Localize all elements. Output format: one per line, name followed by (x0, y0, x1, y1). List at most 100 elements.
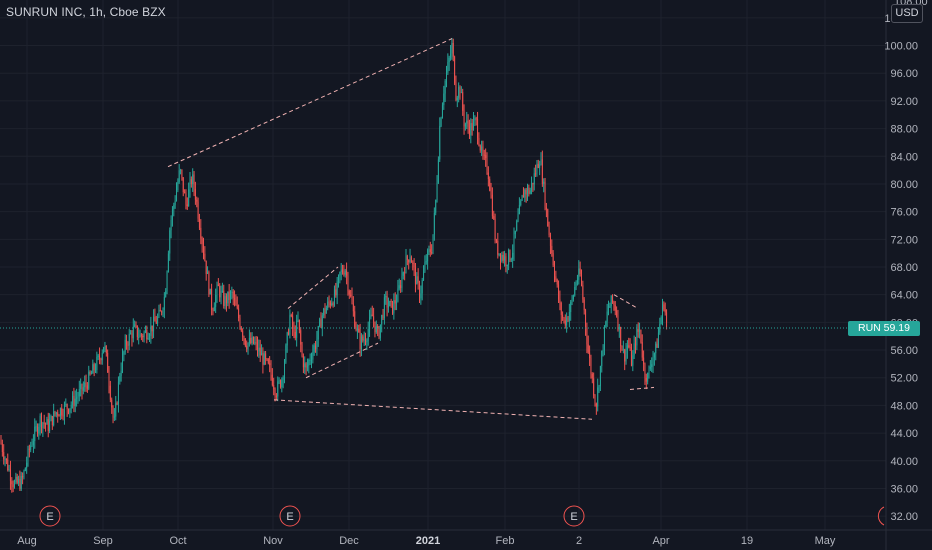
candle-body (305, 363, 307, 368)
candle-body (471, 123, 473, 130)
y-axis-tick-label: 64.00 (890, 290, 918, 302)
candle-body (387, 306, 389, 308)
candle-body (230, 292, 231, 300)
candle-body (182, 177, 184, 193)
x-axis-tick-label: Oct (169, 535, 186, 547)
candle-body (57, 412, 59, 416)
candle-body (31, 445, 33, 447)
currency-button[interactable]: USD (891, 4, 923, 23)
candle-body (513, 234, 515, 253)
candle-body (587, 344, 589, 353)
candle-body (478, 137, 480, 146)
candle-body (521, 195, 523, 201)
candle-body (105, 346, 107, 353)
candle-body (378, 327, 380, 338)
candle-body (34, 426, 36, 442)
candle-body (139, 334, 141, 338)
candle-body (477, 119, 479, 138)
earnings-marker-partial (877, 506, 885, 526)
candle-body (562, 314, 564, 318)
candle-body (319, 319, 321, 327)
candle-body (205, 260, 207, 274)
trendline-3[interactable] (287, 266, 339, 309)
candle-body (464, 123, 466, 127)
candle-body (406, 256, 408, 260)
candle-body (180, 169, 182, 171)
candle-body (58, 415, 60, 417)
candle-body (236, 305, 238, 309)
candle-body (18, 478, 20, 483)
candle-body (4, 458, 6, 460)
candle-body (151, 325, 153, 332)
candle-body (630, 347, 632, 366)
earnings-marker[interactable] (39, 505, 61, 527)
candle-body (323, 308, 325, 316)
y-axis-tick-label: 56.00 (890, 345, 918, 357)
candle-body (354, 311, 356, 328)
candle-body (402, 272, 404, 276)
candle-body (221, 290, 223, 292)
candle-body (311, 359, 312, 361)
candle-body (70, 404, 72, 409)
candle-body (321, 315, 323, 328)
candle-body (275, 395, 277, 397)
candle-body (243, 336, 245, 339)
candle-body (662, 304, 663, 318)
candle-body (610, 295, 612, 307)
candle-body (196, 199, 198, 202)
candle-body (27, 448, 29, 463)
candle-body (490, 190, 492, 195)
candle-body (209, 288, 211, 295)
candle-body (551, 245, 553, 254)
candle-body (647, 372, 649, 382)
candle-body (549, 235, 551, 246)
candle-body (28, 448, 30, 450)
candle-body (220, 290, 222, 298)
trendline-5[interactable] (613, 294, 639, 309)
candle-body (69, 408, 71, 413)
earnings-marker[interactable] (279, 505, 301, 527)
candle-body (575, 282, 577, 287)
candle-body (348, 290, 350, 295)
candle-body (103, 347, 105, 353)
candle-body (134, 324, 136, 327)
candle-body (262, 353, 264, 365)
candle-body (265, 353, 267, 359)
candle-body (324, 308, 326, 314)
candle-body (309, 359, 311, 361)
candle-body (78, 388, 80, 397)
candle-body (123, 351, 125, 355)
candle-body (81, 384, 83, 391)
candle-body (120, 370, 122, 377)
candle-body (537, 163, 539, 169)
y-axis-tick-label: 48.00 (890, 400, 918, 412)
candle-body (122, 354, 123, 371)
y-axis-tick-label: 72.00 (890, 234, 918, 246)
x-axis-tick-label: May (815, 535, 836, 547)
candle-body (570, 301, 572, 312)
candle-body (431, 252, 433, 254)
candle-body (608, 307, 609, 312)
candle-body (567, 317, 569, 321)
candle-body (85, 382, 87, 386)
candle-body (59, 408, 61, 417)
trendline-4[interactable] (305, 342, 379, 379)
x-axis-tick-label: 2 (576, 535, 582, 547)
candle-body (234, 297, 236, 300)
candle-body (451, 42, 453, 54)
candle-body (68, 408, 69, 413)
candle-body (586, 327, 588, 345)
candle-body (320, 319, 322, 328)
trendline-1[interactable] (167, 38, 453, 168)
candle-body (297, 319, 299, 321)
earnings-marker[interactable] (563, 505, 585, 527)
candle-body (427, 250, 429, 262)
candle-body (239, 317, 241, 328)
candle-body (470, 123, 472, 136)
candle-body (66, 404, 68, 409)
candle-body (30, 445, 32, 450)
candle-body (263, 353, 265, 365)
candle-body (100, 359, 102, 361)
candle-body (115, 403, 117, 417)
